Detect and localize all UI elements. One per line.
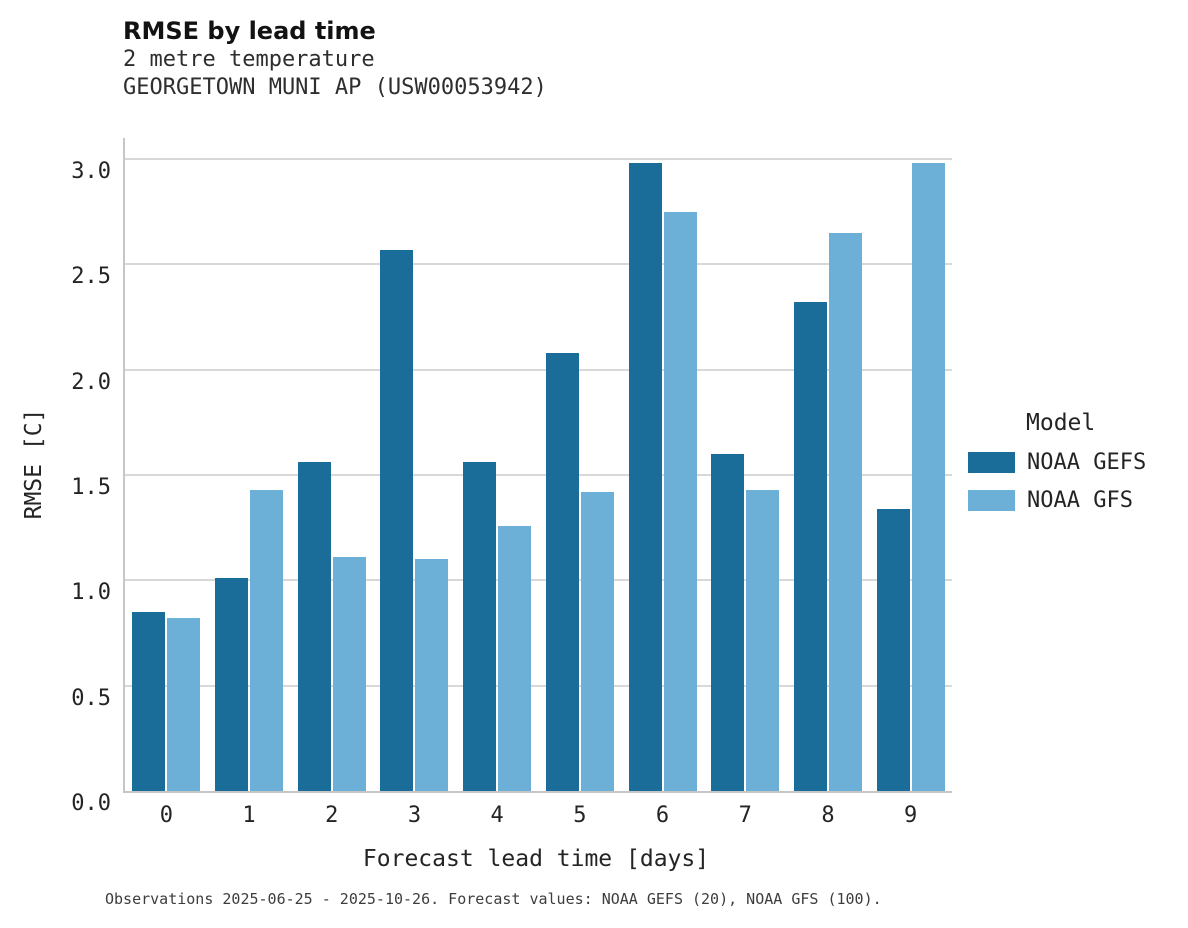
bar-group-day-9 <box>876 163 945 791</box>
bar-noaa-gefs-day-0 <box>132 611 166 791</box>
bar-group-day-6 <box>628 163 697 791</box>
chart-header: RMSE by lead time 2 metre temperature GE… <box>123 16 547 102</box>
x-tick-label: 2 <box>325 803 339 828</box>
gridline <box>125 263 952 266</box>
bar-group-day-8 <box>793 232 862 791</box>
x-axis-label: Forecast lead time [days] <box>362 846 710 872</box>
bar-noaa-gefs-day-1 <box>215 578 249 791</box>
bar-noaa-gfs-day-6 <box>663 211 697 791</box>
bar-noaa-gefs-day-9 <box>876 508 910 791</box>
chart-subtitle-station: GEORGETOWN MUNI AP (USW00053942) <box>123 75 547 100</box>
y-axis-label: RMSE [C] <box>21 408 47 520</box>
gridline <box>125 158 952 161</box>
legend-title: Model <box>1026 410 1096 436</box>
bar-noaa-gefs-day-4 <box>463 462 497 791</box>
bar-group-day-7 <box>711 453 780 791</box>
bar-noaa-gfs-day-2 <box>332 557 366 791</box>
bar-group-day-5 <box>545 352 614 791</box>
x-tick-label: 1 <box>242 803 256 828</box>
x-tick-label: 9 <box>904 803 918 828</box>
gridline <box>125 579 952 582</box>
bar-noaa-gefs-day-6 <box>628 163 662 791</box>
x-tick-label: 5 <box>573 803 587 828</box>
bar-noaa-gefs-day-3 <box>380 249 414 791</box>
legend: Model NOAA GEFS NOAA GFS <box>968 410 1146 526</box>
bar-group-day-4 <box>463 462 532 791</box>
legend-label-gfs: NOAA GFS <box>1027 488 1133 513</box>
legend-label-gefs: NOAA GEFS <box>1027 450 1147 475</box>
bar-noaa-gfs-day-4 <box>498 525 532 791</box>
x-tick-label: 0 <box>159 803 173 828</box>
bar-noaa-gfs-day-1 <box>250 489 284 791</box>
bar-noaa-gfs-day-7 <box>746 489 780 791</box>
legend-entry-gefs: NOAA GEFS <box>968 450 1146 475</box>
bar-noaa-gefs-day-5 <box>545 352 579 791</box>
chart-title: RMSE by lead time <box>123 17 376 45</box>
bar-noaa-gfs-day-5 <box>580 491 614 791</box>
x-tick-label: 6 <box>655 803 670 828</box>
bar-noaa-gfs-day-0 <box>167 618 201 791</box>
footer-note: Observations 2025-06-25 - 2025-10-26. Fo… <box>105 890 882 908</box>
x-tick-label: 4 <box>490 803 504 828</box>
legend-entry-gfs: NOAA GFS <box>968 488 1146 513</box>
chart-subtitle-variable: 2 metre temperature <box>123 47 375 72</box>
bar-group-day-2 <box>297 462 366 791</box>
x-tick-label: 3 <box>407 803 422 828</box>
bar-noaa-gfs-day-8 <box>828 232 862 791</box>
bar-group-day-3 <box>380 249 449 791</box>
bar-group-day-1 <box>215 489 284 791</box>
plot-area: 0.0 0.5 1.0 1.5 2.0 2.5 3.0 0 1 2 3 4 5 6 7 8 9 <box>71 138 952 828</box>
gridline <box>125 684 952 687</box>
bar-noaa-gefs-day-8 <box>793 302 827 791</box>
x-tick-label: 7 <box>738 803 752 828</box>
bar-noaa-gfs-day-9 <box>911 163 945 791</box>
gfs-color-swatch-icon <box>968 490 1015 511</box>
gefs-color-swatch-icon <box>968 452 1015 473</box>
x-tick-label: 8 <box>821 803 835 828</box>
bar-noaa-gfs-day-3 <box>415 559 449 791</box>
gridline <box>125 474 952 477</box>
bar-group-day-0 <box>132 611 201 791</box>
gridline <box>125 368 952 371</box>
bar-noaa-gefs-day-7 <box>711 453 745 791</box>
bar-noaa-gefs-day-2 <box>297 462 331 791</box>
